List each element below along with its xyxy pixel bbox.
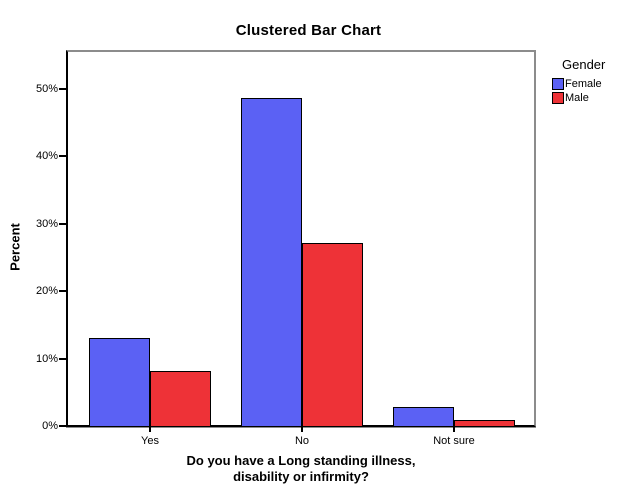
y-tick-label: 20% [35, 285, 58, 298]
y-tick-label: 30% [35, 217, 58, 230]
y-tick-mark [59, 357, 66, 360]
legend: Gender Female Male [552, 57, 626, 106]
x-category-label: Not sure [433, 435, 475, 447]
y-tick-mark [59, 155, 66, 158]
bar-male-no [302, 243, 363, 427]
bar-female-yes [89, 338, 150, 427]
bar-male-not-sure [454, 419, 515, 427]
x-axis-title-line: Do you have a Long standing illness, [186, 453, 416, 468]
legend-label-male: Male [565, 92, 589, 104]
x-tick-mark [301, 427, 303, 432]
legend-items: Female Male [552, 78, 626, 104]
y-tick-label: 50% [35, 83, 58, 95]
x-category-label: No [294, 435, 310, 447]
x-axis-title-line: disability or infirmity? [233, 469, 369, 484]
y-tick-label: 40% [35, 150, 58, 163]
y-tick-mark [59, 425, 66, 427]
bar-female-no [241, 97, 302, 427]
y-tick-label: 0% [42, 420, 58, 432]
chart-title: Clustered Bar Chart [235, 22, 382, 39]
legend-item-female: Female [552, 78, 626, 90]
bar-male-yes [150, 371, 211, 427]
y-tick-mark [59, 88, 66, 90]
legend-item-male: Male [552, 92, 626, 104]
y-tick-mark [59, 290, 66, 293]
legend-swatch-female [552, 78, 564, 90]
y-tick-mark [59, 222, 66, 225]
legend-label-female: Female [565, 78, 602, 90]
x-tick-mark [149, 427, 151, 432]
legend-title: Gender [562, 57, 606, 72]
y-tick-label: 10% [35, 352, 58, 365]
x-tick-mark [453, 427, 455, 432]
x-axis-title: Do you have a Long standing illness, disa… [66, 453, 536, 485]
legend-swatch-male [552, 92, 564, 104]
x-category-label: Yes [141, 435, 159, 447]
bar-female-not-sure [393, 407, 454, 427]
